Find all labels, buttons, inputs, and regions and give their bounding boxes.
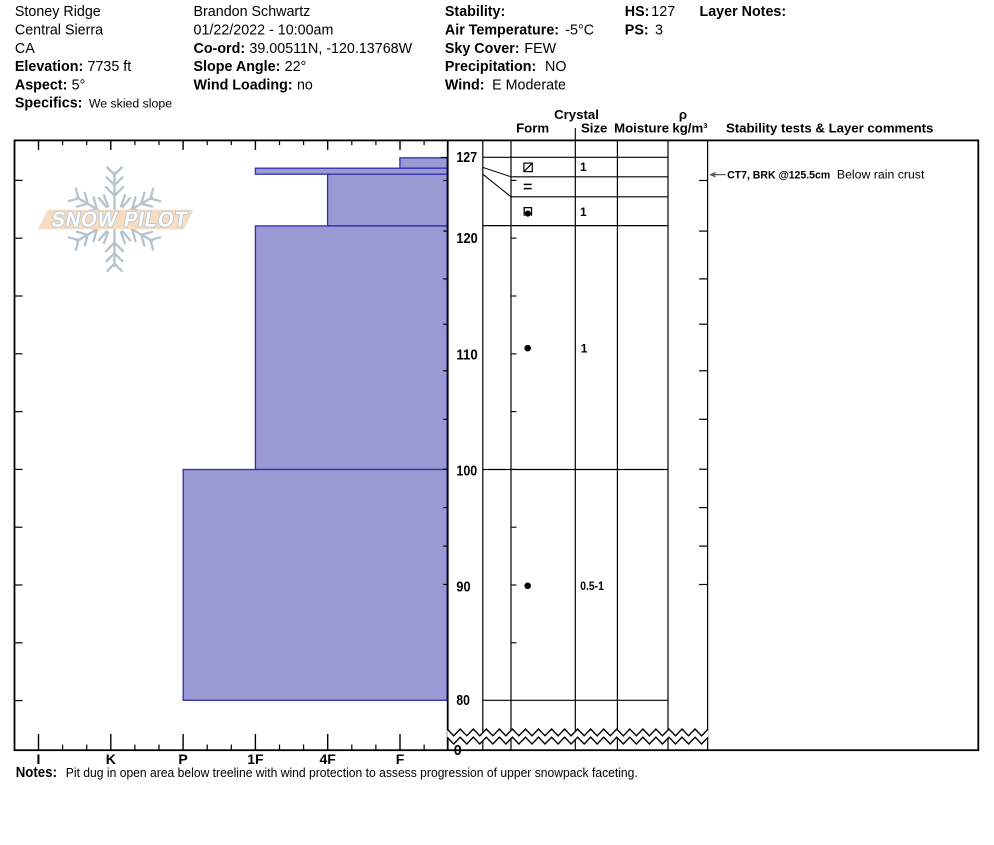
svg-text:Wind:: Wind: xyxy=(445,77,485,93)
svg-text:Stoney Ridge: Stoney Ridge xyxy=(15,4,101,20)
svg-text:CA: CA xyxy=(15,41,35,57)
svg-text:Below rain crust: Below rain crust xyxy=(837,168,925,182)
svg-text:01/22/2022 - 10:00am: 01/22/2022 - 10:00am xyxy=(194,23,334,39)
svg-text:Moisture: Moisture xyxy=(614,121,669,136)
svg-text:Pit dug in open area below tre: Pit dug in open area below treeline with… xyxy=(66,765,638,780)
svg-text:1F: 1F xyxy=(247,751,264,767)
svg-text:3: 3 xyxy=(655,23,663,39)
svg-text:127: 127 xyxy=(651,4,675,20)
svg-text:22°: 22° xyxy=(285,59,307,75)
svg-text:PS:: PS: xyxy=(625,23,649,39)
svg-text:Central Sierra: Central Sierra xyxy=(15,23,103,39)
svg-text:Aspect:: Aspect: xyxy=(15,77,67,93)
svg-text:P: P xyxy=(178,751,187,767)
svg-text:4F: 4F xyxy=(320,751,337,767)
svg-text:Brandon Schwartz: Brandon Schwartz xyxy=(194,4,311,20)
svg-text:Layer Notes:: Layer Notes: xyxy=(700,4,787,20)
svg-text:no: no xyxy=(297,77,313,93)
svg-text:0: 0 xyxy=(454,742,462,759)
svg-text:Specifics:: Specifics: xyxy=(15,96,83,112)
svg-text:Notes:: Notes: xyxy=(16,764,57,781)
svg-text:Crystal: Crystal xyxy=(554,107,599,122)
svg-text:100: 100 xyxy=(456,462,477,479)
svg-text:FEW: FEW xyxy=(524,41,556,57)
svg-text:NO: NO xyxy=(545,59,566,75)
svg-text:Form: Form xyxy=(516,121,549,136)
svg-text:-5°C: -5°C xyxy=(565,23,594,39)
svg-text:127: 127 xyxy=(456,149,477,166)
svg-text:Sky Cover:: Sky Cover: xyxy=(445,41,520,57)
svg-text:ρ: ρ xyxy=(679,107,687,122)
svg-text:E Moderate: E Moderate xyxy=(492,77,566,93)
svg-text:1: 1 xyxy=(580,205,587,219)
svg-text:F: F xyxy=(396,751,405,767)
svg-text:Slope Angle:: Slope Angle: xyxy=(194,59,281,75)
svg-text:0.5-1: 0.5-1 xyxy=(580,581,604,593)
svg-text:90: 90 xyxy=(456,578,470,595)
svg-text:SNOW PILOT: SNOW PILOT xyxy=(50,206,190,231)
svg-text:Wind Loading:: Wind Loading: xyxy=(194,77,293,93)
svg-text:1: 1 xyxy=(580,160,587,174)
svg-text:HS:: HS: xyxy=(625,4,650,20)
svg-text:We skied slope: We skied slope xyxy=(89,97,172,111)
svg-text:kg/m³: kg/m³ xyxy=(672,121,708,136)
svg-text:5°: 5° xyxy=(72,77,86,93)
svg-text:Co-ord:: Co-ord: xyxy=(194,41,246,57)
svg-text:110: 110 xyxy=(456,346,477,363)
svg-text:Elevation:: Elevation: xyxy=(15,59,83,75)
svg-text:Size: Size xyxy=(581,121,607,136)
svg-text:CT7, BRK @125.5cm: CT7, BRK @125.5cm xyxy=(727,169,830,181)
svg-text:7735 ft: 7735 ft xyxy=(88,59,132,75)
svg-text:Stability:: Stability: xyxy=(445,4,505,20)
svg-text:I: I xyxy=(37,751,41,767)
svg-text:Air Temperature:: Air Temperature: xyxy=(445,23,559,39)
svg-text:39.00511N, -120.13768W: 39.00511N, -120.13768W xyxy=(249,41,412,57)
svg-text:80: 80 xyxy=(456,692,470,709)
svg-text:K: K xyxy=(106,751,116,767)
svg-text:1: 1 xyxy=(581,342,588,356)
svg-text:Stability tests & Layer commen: Stability tests & Layer comments xyxy=(726,121,933,136)
svg-text:Precipitation:: Precipitation: xyxy=(445,59,536,75)
svg-text:120: 120 xyxy=(456,230,477,247)
